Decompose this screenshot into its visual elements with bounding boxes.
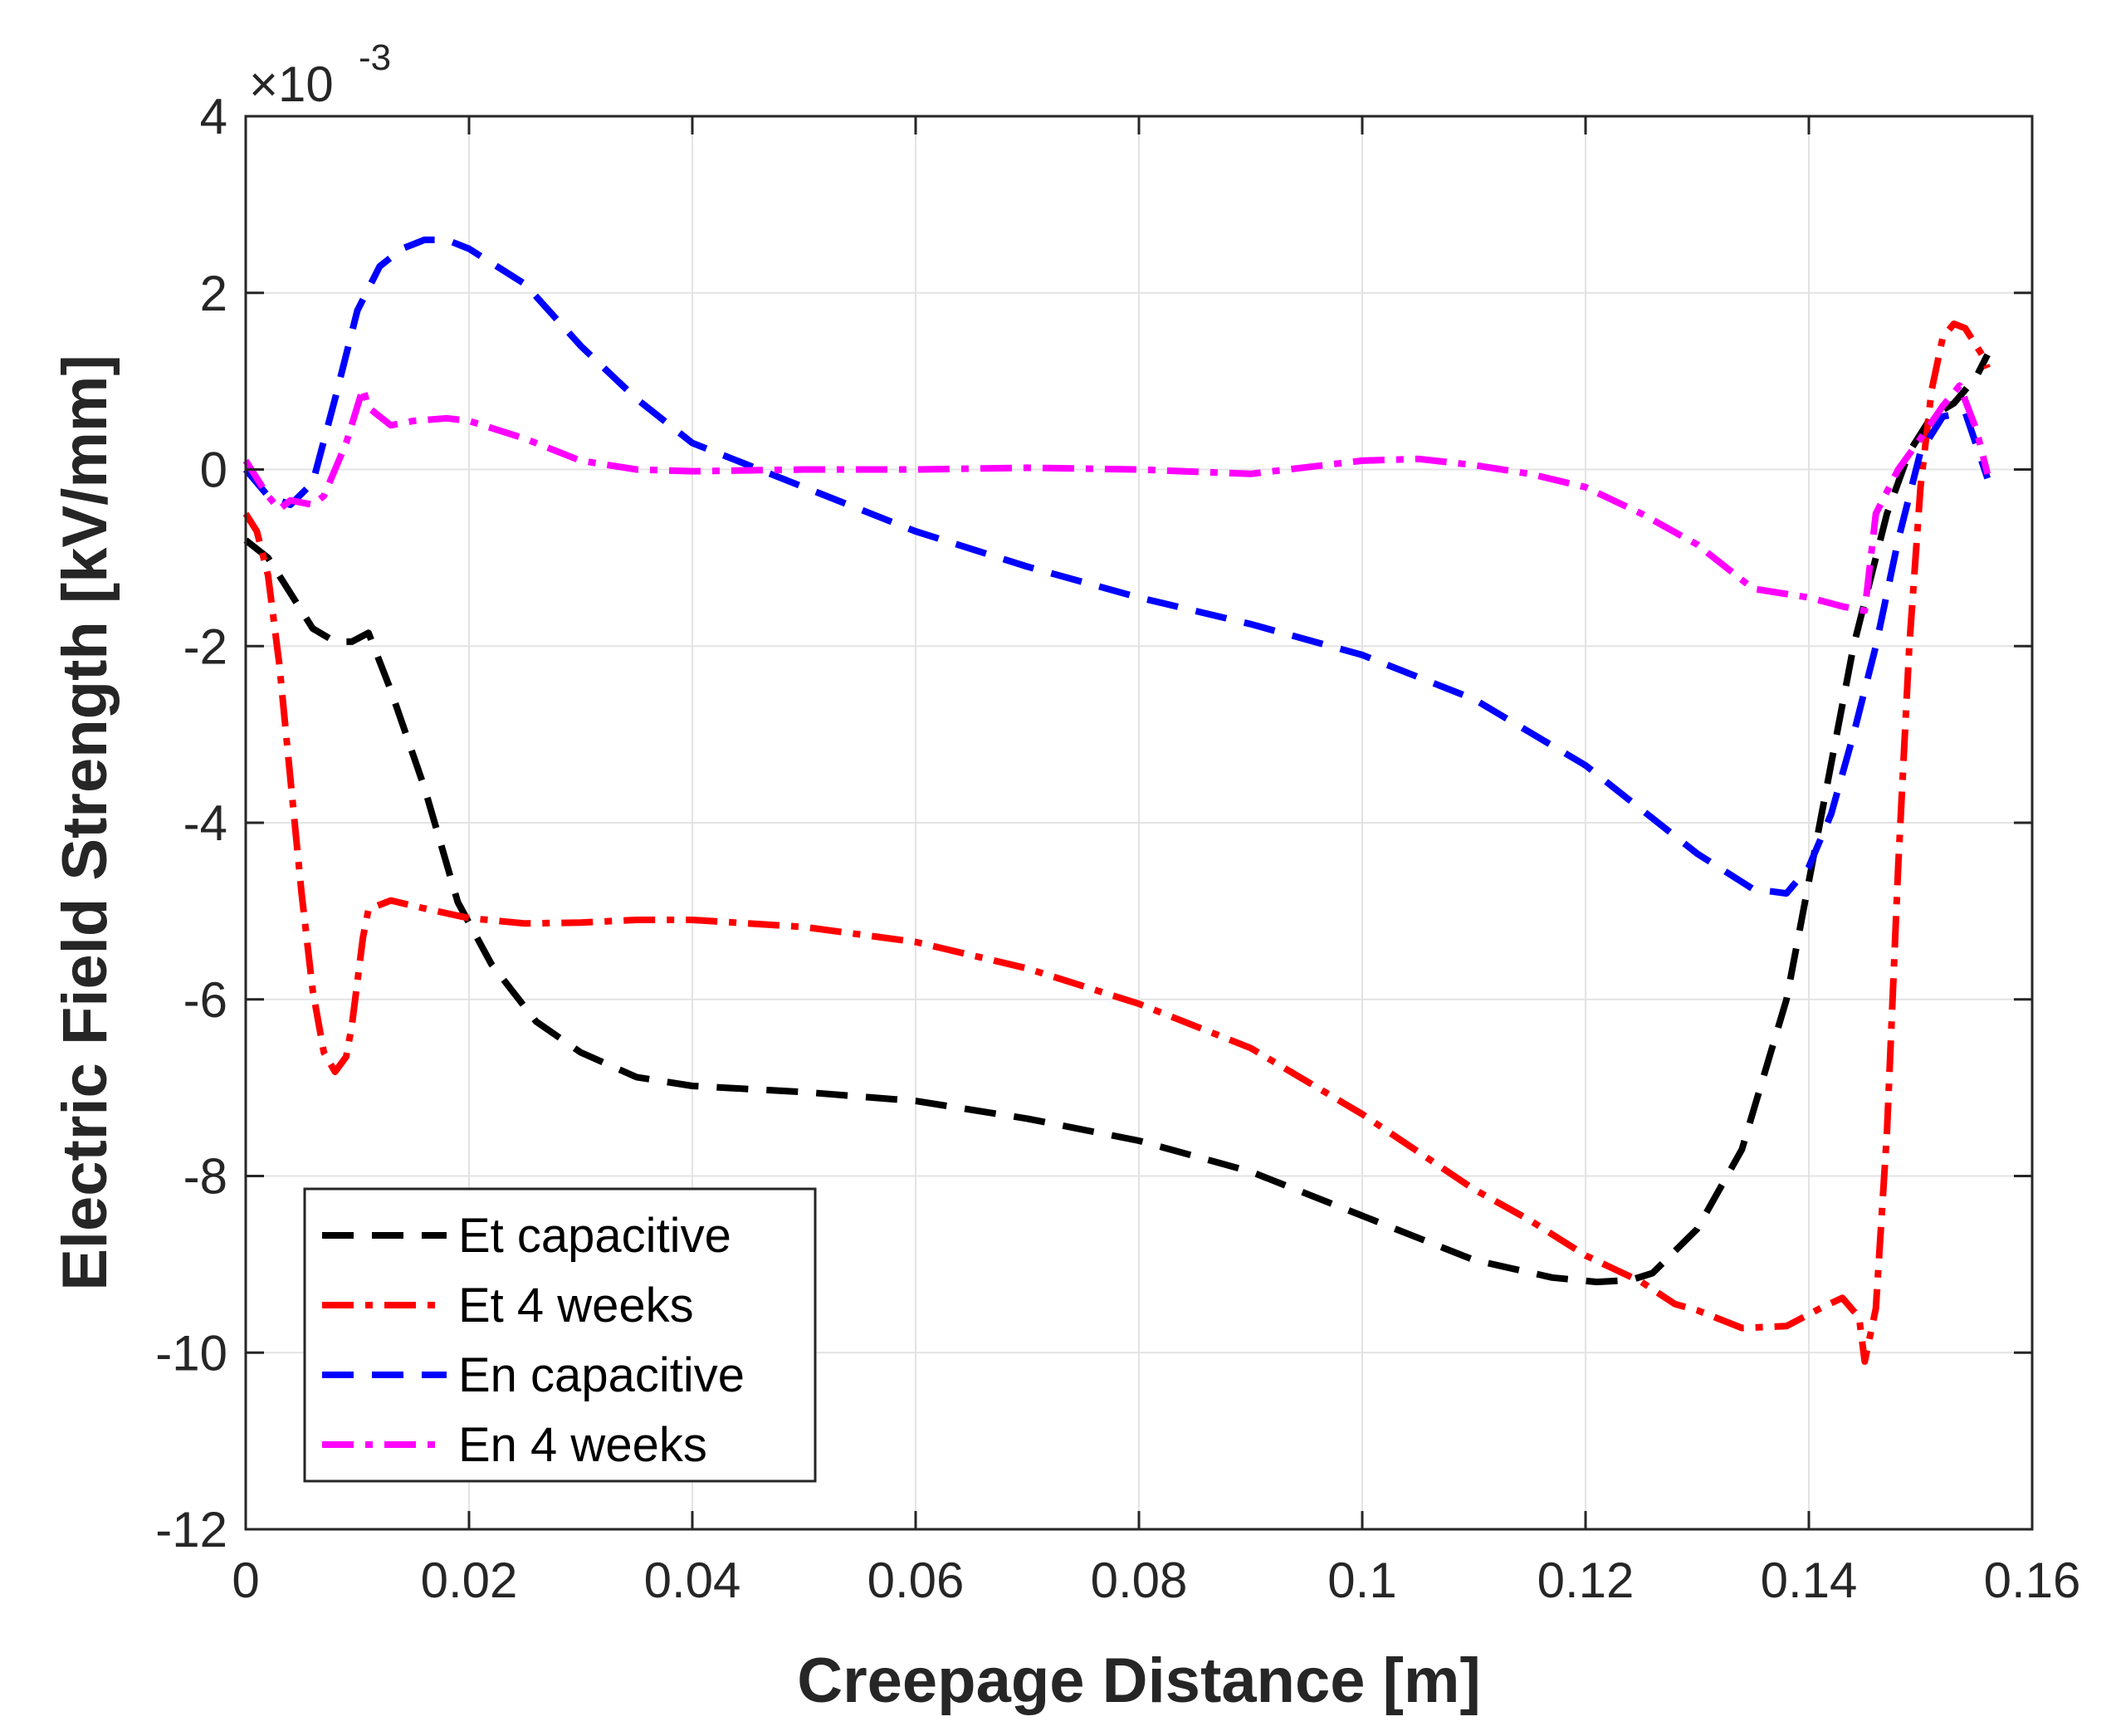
y-tick-label: -2 [183,619,227,674]
x-tick-label: 0.08 [1091,1553,1188,1608]
legend-label: Et capacitive [458,1209,731,1263]
axis-ticks: 0 0.02 0.04 0.06 0.08 0.1 0.12 0.14 0.16 -12 -10 -8… [155,89,2080,1608]
x-axis-title: Creepage Distance [m] [797,1646,1481,1716]
series-line-et-capacitive [243,353,1991,1286]
legend-label: En capacitive [458,1348,745,1402]
x-tick-label: 0.14 [1761,1553,1858,1608]
y-tick-label: -8 [183,1149,227,1205]
y-axis-title: Electric Field Strength [kV/mm] [50,355,120,1291]
y-tick-label: -12 [155,1502,227,1558]
legend-label: Et 4 weeks [458,1279,694,1333]
x-tick-label: 0.1 [1327,1553,1396,1608]
x-tick-label: 0.12 [1537,1553,1635,1608]
y-tick-label: 4 [200,89,227,144]
y-tick-label: -10 [155,1325,227,1381]
y-tick-label: -6 [183,972,227,1028]
x-tick-label: 0.16 [1984,1553,2081,1608]
legend-items: Et capacitive Et 4 weeks En capacitive En 4… [322,1209,745,1472]
x-tick-label: 0.04 [644,1553,741,1608]
x-tick-label: 0.06 [867,1553,965,1608]
legend-label: En 4 weeks [458,1418,707,1472]
y-tick-label: 2 [200,266,227,321]
legend: Et capacitive Et 4 weeks En capacitive En 4… [303,1187,817,1483]
y-tick-label: 0 [200,443,227,498]
y-tick-label: -4 [183,795,227,851]
x-tick-label: 0 [232,1553,259,1608]
series-line-en-4-weeks [242,382,1991,614]
y-exponent-power: -3 [359,37,391,78]
y-exponent-base: ×10 [249,56,334,112]
series-line-et-4-weeks [242,320,1991,1365]
x-tick-label: 0.02 [421,1553,518,1608]
series-lines [242,236,1991,1365]
series-line-en-capacitive [242,236,1991,897]
y-exponent-label: ×10 -3 [249,37,391,112]
